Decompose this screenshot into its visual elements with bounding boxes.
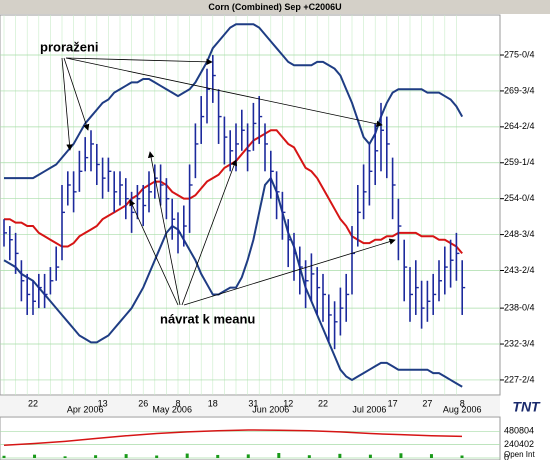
volume-bar: [33, 454, 37, 458]
y-tick-label: 227-2/4: [504, 374, 535, 384]
plot-area: [0, 14, 501, 396]
y-tick-label: 238-0/4: [504, 302, 535, 312]
open-interest-line: [3, 429, 463, 446]
y-tick-label: 275-0/4: [504, 49, 535, 59]
x-tick-label: 8: [460, 398, 465, 408]
sub-chart-label: Open Int: [504, 450, 535, 459]
y-tick-label: 248-3/4: [504, 229, 535, 239]
volume-bar: [368, 454, 372, 458]
y-tick-label: 269-3/4: [504, 85, 535, 95]
volume-bar: [307, 455, 311, 458]
x-tick-label: 27: [422, 398, 432, 408]
title-bar: [0, 0, 550, 14]
y-tick-label: 254-0/4: [504, 193, 535, 203]
logo: TNT: [512, 399, 541, 415]
volume-bar: [124, 454, 128, 458]
y-tick-label: 259-1/4: [504, 157, 535, 167]
arrow: [129, 199, 179, 306]
arrow: [181, 159, 238, 306]
annotation-arrows: [61, 57, 396, 306]
x-tick-label: 26: [138, 398, 148, 408]
volume-bar: [277, 453, 281, 458]
x-month-label: Apr 2006: [67, 404, 104, 414]
arrow: [147, 151, 181, 306]
x-month-label: Jun 2006: [252, 404, 289, 414]
volume-bar: [63, 456, 67, 458]
y-tick-label: 480804: [504, 426, 534, 436]
x-month-label: Jul 2006: [352, 404, 386, 414]
y-tick-label: 0: [504, 452, 509, 460]
x-month-label: May 2006: [152, 404, 192, 414]
arrow: [183, 238, 396, 306]
volume-bar: [338, 453, 342, 458]
volume-bar: [155, 455, 159, 458]
sub-plot-area: [0, 416, 501, 460]
volume-bar: [2, 455, 6, 458]
annotation: proraženi: [40, 39, 99, 54]
volume-bar: [185, 453, 189, 458]
x-month-label: Aug 2006: [443, 404, 482, 414]
arrow: [63, 57, 90, 131]
x-tick-label: 12: [283, 398, 293, 408]
x-tick-label: 31: [248, 398, 258, 408]
arrow: [65, 57, 383, 127]
volume-bar: [429, 454, 433, 458]
annotation: návrat k meanu: [160, 311, 255, 326]
y-tick-label: 264-2/4: [504, 121, 535, 131]
x-axis-strip: [0, 396, 500, 416]
lower-band: [3, 176, 463, 388]
arrow: [61, 57, 73, 151]
x-tick-label: 22: [28, 398, 38, 408]
volume-bar: [246, 454, 250, 458]
y-tick-label: 240402: [504, 439, 534, 449]
volume-bar: [216, 454, 220, 458]
x-tick-label: 13: [98, 398, 108, 408]
x-tick-label: 8: [175, 398, 180, 408]
upper-band: [4, 23, 464, 180]
arrow: [65, 57, 213, 66]
x-tick-label: 22: [318, 398, 328, 408]
x-tick-label: 17: [388, 398, 398, 408]
logo-box: [503, 398, 550, 416]
volume-bar: [460, 455, 464, 458]
volume-bar: [399, 453, 403, 458]
chart-title: Corn (Combined) Sep +C2006U: [208, 2, 341, 12]
y-tick-label: 232-3/4: [504, 338, 535, 348]
y-tick-label: 243-2/4: [504, 265, 535, 275]
x-tick-label: 18: [208, 398, 218, 408]
volume-bar: [94, 455, 98, 458]
